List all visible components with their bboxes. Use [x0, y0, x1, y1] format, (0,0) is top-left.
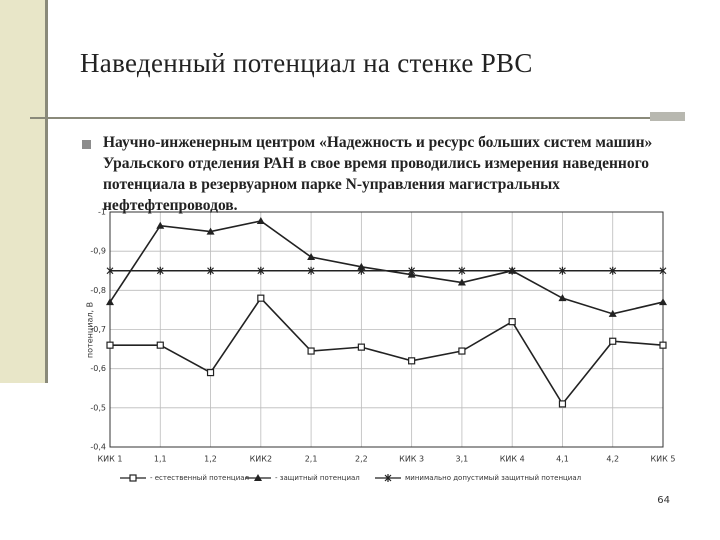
- marker: [156, 266, 164, 275]
- y-tick-label: -0,5: [90, 403, 106, 412]
- x-tick-label: 4,2: [606, 455, 619, 464]
- bullet-text: Научно-инженерным центром «Надежность и …: [103, 134, 653, 214]
- marker: [307, 266, 315, 275]
- page-number: 64: [657, 495, 670, 506]
- marker: [458, 347, 466, 355]
- x-tick-label: КИК 5: [651, 455, 676, 464]
- marker: [559, 266, 566, 275]
- marker: [508, 318, 516, 326]
- marker: [357, 266, 365, 275]
- marker: [307, 347, 315, 355]
- rule-bar: [650, 112, 685, 121]
- marker: [659, 341, 667, 349]
- marker: [558, 294, 567, 302]
- rule: [30, 117, 650, 119]
- slide-title: Наведенный потенциал на стенке РВС: [80, 48, 533, 78]
- marker: [357, 343, 365, 351]
- y-tick-label: -0,4: [90, 443, 106, 452]
- bullet-mark: [82, 140, 91, 149]
- plot-frame: [109, 211, 664, 448]
- chart-bg: [90, 204, 680, 520]
- marker: [608, 309, 617, 317]
- marker: [156, 341, 164, 349]
- x-tick-label: 4,1: [556, 455, 569, 464]
- marker: [129, 474, 137, 482]
- x-tick-label: 3,1: [456, 455, 469, 464]
- marker: [106, 266, 114, 275]
- x-tick-label: 2,2: [355, 455, 368, 464]
- x-tick-label: КИК 3: [399, 455, 424, 464]
- marker: [257, 294, 265, 302]
- x-tick-label: 2,1: [305, 455, 318, 464]
- x-tick-label: КИК 4: [500, 455, 525, 464]
- y-tick-label: -1: [98, 208, 106, 217]
- marker: [106, 341, 114, 349]
- legend-label: - естественный потенциал: [150, 474, 249, 482]
- y-axis-label: потенциал, В: [86, 302, 95, 358]
- marker: [106, 298, 114, 306]
- marker: [257, 266, 265, 275]
- marker: [254, 474, 262, 481]
- series-line: [110, 296, 664, 406]
- y-tick-label: -0,6: [90, 364, 106, 373]
- marker: [156, 221, 165, 229]
- x-tick-label: КИК 1: [98, 455, 123, 464]
- y-tick-label: -0,7: [90, 325, 106, 334]
- marker: [458, 266, 466, 275]
- marker: [408, 357, 416, 365]
- y-tick-label: -0,9: [90, 247, 106, 256]
- marker: [384, 474, 392, 482]
- marker: [207, 266, 214, 275]
- marker: [206, 227, 215, 235]
- side-bar: [0, 0, 48, 383]
- y-tick-label: -0,8: [90, 286, 106, 295]
- marker: [659, 266, 667, 275]
- marker: [609, 337, 617, 345]
- legend-label: - защитный потенциал: [275, 474, 360, 482]
- marker: [307, 253, 316, 261]
- x-tick-label: 1,1: [154, 455, 167, 464]
- x-tick-label: 1,2: [204, 455, 217, 464]
- marker: [609, 266, 617, 275]
- x-tick-label: КИК2: [250, 455, 272, 464]
- marker: [508, 266, 516, 275]
- marker: [206, 368, 215, 377]
- marker: [659, 298, 667, 306]
- marker: [408, 266, 416, 275]
- marker: [457, 278, 466, 286]
- legend-label: минимально допустимый защитный потенциал: [405, 474, 581, 482]
- marker: [256, 217, 265, 225]
- marker: [558, 400, 567, 408]
